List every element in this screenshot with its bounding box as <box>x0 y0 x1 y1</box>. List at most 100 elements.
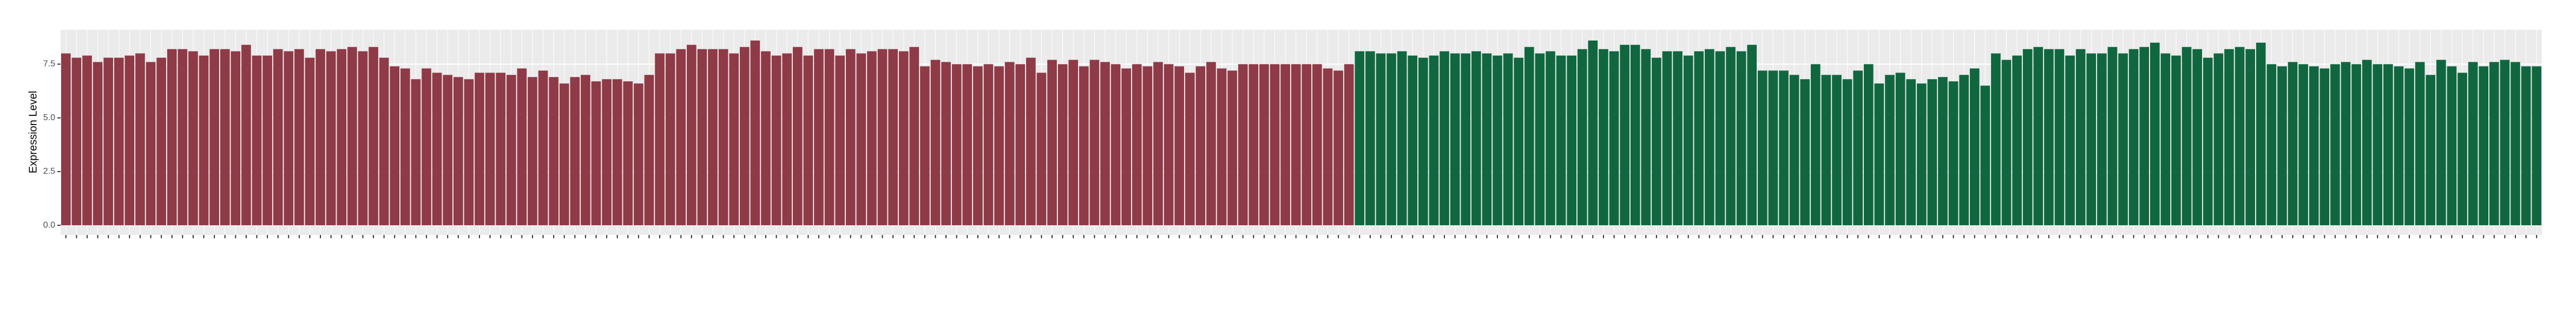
bar <box>612 79 622 226</box>
bar <box>1057 64 1068 226</box>
bar <box>71 57 82 226</box>
bar <box>665 53 675 226</box>
bar <box>2394 66 2404 226</box>
bar <box>708 49 718 226</box>
bar <box>867 51 877 226</box>
bar <box>1556 55 1566 226</box>
bar <box>1916 83 1927 226</box>
bar <box>771 55 781 226</box>
bar <box>1789 75 1799 226</box>
bar <box>326 51 336 226</box>
bar <box>877 49 888 226</box>
bar <box>400 68 410 226</box>
bar <box>294 49 304 226</box>
bar <box>1874 83 1884 226</box>
bar <box>2489 62 2499 226</box>
bar <box>676 49 686 226</box>
bar <box>369 47 378 226</box>
bar <box>1715 51 1725 226</box>
bar <box>1895 73 1905 226</box>
bar <box>994 66 1004 226</box>
bar <box>305 57 315 226</box>
bar <box>2139 47 2150 226</box>
bar <box>1599 49 1608 226</box>
bar <box>983 64 994 226</box>
bar <box>209 49 219 226</box>
bar <box>2065 55 2075 226</box>
bar <box>262 55 272 226</box>
bar <box>1567 55 1576 226</box>
bar <box>1026 57 1036 226</box>
bar <box>602 79 612 226</box>
bar <box>2160 53 2171 226</box>
bar <box>178 49 188 226</box>
bar <box>2022 49 2033 226</box>
bar <box>1768 70 1778 226</box>
bar <box>1577 49 1587 226</box>
bar <box>538 70 548 226</box>
bar <box>2309 66 2319 226</box>
bar <box>1365 51 1375 226</box>
bar <box>898 51 909 226</box>
bar <box>1980 86 1990 226</box>
bar <box>2097 53 2107 226</box>
bar <box>1206 62 1216 226</box>
bar <box>1758 70 1767 226</box>
bar <box>634 83 643 226</box>
bar <box>1386 53 1396 226</box>
bar <box>2426 75 2436 226</box>
bar <box>2436 60 2446 226</box>
bar <box>1991 53 2001 226</box>
bar <box>2277 66 2287 226</box>
bar <box>1397 51 1407 226</box>
bar <box>559 83 569 226</box>
bar <box>1514 57 1523 226</box>
bar <box>2415 62 2425 226</box>
bar <box>1461 53 1471 226</box>
bar <box>930 60 941 226</box>
bar <box>1885 75 1895 226</box>
bar <box>1270 64 1280 226</box>
bar <box>1227 70 1237 226</box>
bar <box>2298 64 2308 226</box>
bar <box>920 66 930 226</box>
bar <box>1546 51 1555 226</box>
bar <box>1164 64 1174 226</box>
bar <box>1450 53 1460 226</box>
bar <box>1333 70 1343 226</box>
bar <box>1004 62 1015 226</box>
bar <box>2330 64 2340 226</box>
bar <box>2266 64 2277 226</box>
bar <box>1302 64 1312 226</box>
bar <box>1355 51 1365 226</box>
bar <box>1015 64 1026 226</box>
bar <box>1503 53 1513 226</box>
bar <box>252 55 262 226</box>
bar <box>1821 75 1831 226</box>
bar <box>1641 49 1651 226</box>
bar <box>1588 40 1598 226</box>
bar <box>1408 55 1418 226</box>
bar <box>1047 60 1057 226</box>
bar <box>1493 55 1502 226</box>
bar <box>718 49 728 226</box>
bar <box>1089 60 1100 226</box>
bar <box>2479 66 2489 226</box>
bar <box>1376 53 1386 226</box>
bar <box>1736 51 1746 226</box>
bar <box>570 77 580 226</box>
bar <box>1853 70 1863 226</box>
bar <box>316 49 325 226</box>
bar <box>114 57 124 226</box>
bar <box>2044 49 2054 226</box>
bar <box>2075 49 2086 226</box>
bar <box>1842 79 1852 226</box>
bar <box>941 62 951 226</box>
bar <box>1959 75 1969 226</box>
bar <box>623 81 633 226</box>
bar <box>1344 64 1354 226</box>
bar <box>2319 68 2330 226</box>
y-tick-label: 5.0 <box>43 113 55 122</box>
bar <box>1800 79 1810 226</box>
bar <box>2500 60 2510 226</box>
